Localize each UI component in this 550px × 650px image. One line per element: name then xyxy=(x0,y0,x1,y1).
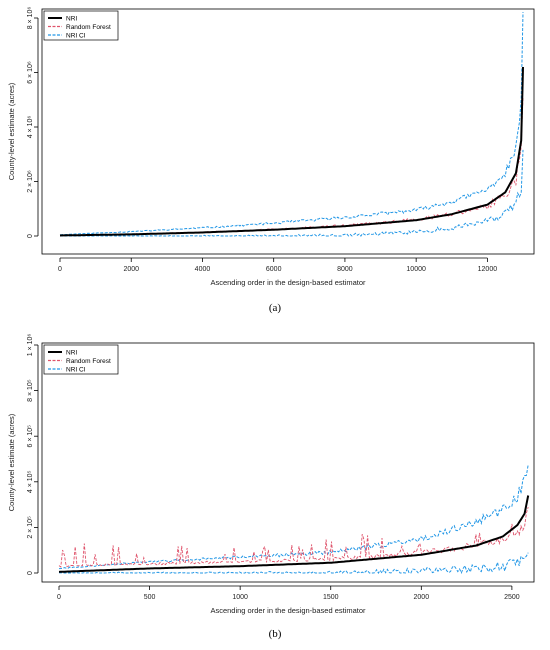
legend-label: NRI CI xyxy=(66,366,86,373)
y-tick-label: 1 × 10⁶ xyxy=(27,334,34,357)
x-tick-label: 12000 xyxy=(478,266,498,273)
x-tick-label: 2000 xyxy=(123,266,139,273)
x-tick-label: 2000 xyxy=(414,594,430,601)
nri-ci-lower-line xyxy=(58,552,529,575)
panel-a-caption: (a) xyxy=(268,302,282,314)
y-axis-title: County-level estimate (acres) xyxy=(7,413,16,511)
y-tick-label: 8 × 10⁵ xyxy=(27,379,34,402)
series-nri xyxy=(59,66,524,237)
x-tick-label: 1500 xyxy=(323,594,339,601)
y-tick-label: 8 × 10⁶ xyxy=(27,7,34,30)
nri-ci-upper-line xyxy=(59,12,524,236)
nri-line xyxy=(59,66,524,237)
nri-ci-lower-line xyxy=(60,149,524,237)
plot-frame xyxy=(41,342,535,583)
legend-label: NRI xyxy=(66,349,77,356)
plot-frame xyxy=(41,8,535,255)
legend-label: NRI xyxy=(66,15,77,22)
y-tick-label: 4 × 10⁵ xyxy=(27,470,34,493)
chart-a: 0 2000 4000 6000 8000 10000 12000 0 2 × 10⁶ 4 × 1… xyxy=(7,7,535,287)
chart-b: 0 500 1000 1500 2000 2500 0 2 × 10⁵ 4 × 10⁵ 6 × 1… xyxy=(7,334,535,615)
series-nri-ci xyxy=(58,464,529,575)
x-tick-label: 6000 xyxy=(266,266,282,273)
x-axis-title: Ascending order in the design-based esti… xyxy=(210,278,366,287)
x-tick-label: 8000 xyxy=(337,266,353,273)
series-random-forest xyxy=(58,506,529,568)
y-tick-label: 2 × 10⁶ xyxy=(27,170,34,193)
x-tick-label: 0 xyxy=(58,266,62,273)
series-nri-ci xyxy=(59,12,524,237)
y-tick-label: 0 xyxy=(27,571,34,575)
legend-label: NRI CI xyxy=(66,32,86,39)
random-forest-line xyxy=(58,506,529,568)
legend-label: Random Forest xyxy=(66,358,111,365)
x-tick-label: 500 xyxy=(144,594,156,601)
x-tick-label: 2500 xyxy=(504,594,520,601)
y-tick-label: 4 × 10⁶ xyxy=(27,116,34,139)
series-nri xyxy=(58,495,530,573)
y-tick-label: 6 × 10⁶ xyxy=(27,61,34,84)
legend-box xyxy=(43,10,119,41)
y-tick-label: 2 × 10⁵ xyxy=(27,516,34,539)
x-tick-label: 10000 xyxy=(406,266,426,273)
legend-label: Random Forest xyxy=(66,24,111,31)
figure-panel-a: 0 2000 4000 6000 8000 10000 12000 0 2 × 10⁶ 4 × 1… xyxy=(0,0,550,320)
y-tick-label: 6 × 10⁵ xyxy=(27,425,34,448)
legend-box xyxy=(43,344,119,375)
nri-ci-upper-line xyxy=(58,464,529,570)
x-tick-label: 4000 xyxy=(195,266,211,273)
y-tick-label: 0 xyxy=(27,234,34,238)
nri-line xyxy=(58,495,530,573)
x-tick-label: 1000 xyxy=(232,594,248,601)
x-axis-title: Ascending order in the design-based esti… xyxy=(210,606,366,615)
x-tick-label: 0 xyxy=(57,594,61,601)
y-axis-title: County-level estimate (acres) xyxy=(7,82,16,180)
panel-b-caption: (b) xyxy=(268,628,282,640)
figure-panel-b: 0 500 1000 1500 2000 2500 0 2 × 10⁵ 4 × 10⁵ 6 × 1… xyxy=(0,330,550,650)
